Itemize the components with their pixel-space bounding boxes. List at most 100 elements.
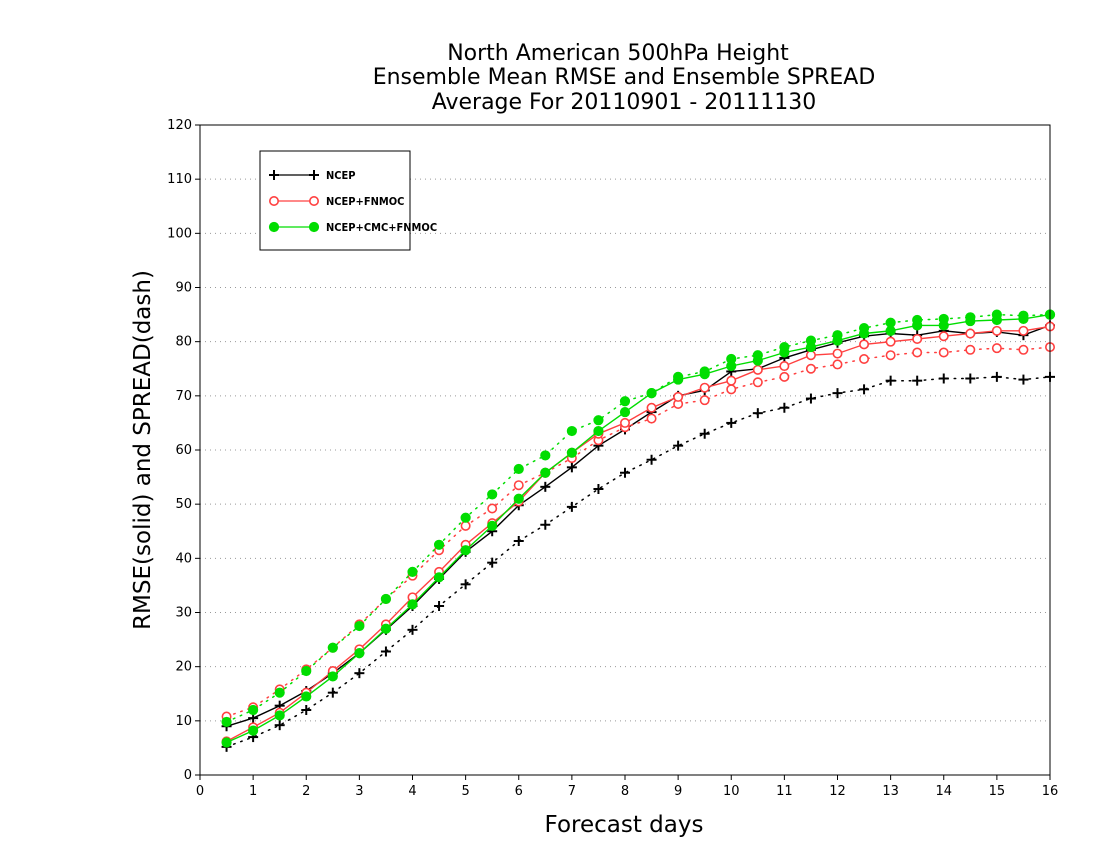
chart-title-line-1: North American 500hPa Height — [447, 41, 789, 66]
legend-label-ncep: NCEP — [326, 169, 356, 182]
point-ncep-spread-2 — [274, 720, 285, 731]
legend-item-ncep: NCEP — [269, 169, 356, 182]
point-ncep-fnmoc-rmse-17 — [673, 391, 684, 402]
point-ncep-cmc-fnmoc-spread-3 — [301, 665, 312, 677]
point-ncep-fnmoc-spread-11 — [513, 480, 524, 491]
point-ncep-fnmoc-spread-19 — [726, 384, 737, 395]
y-tick-label-60: 60 — [175, 443, 192, 458]
point-ncep-cmc-fnmoc-spread-9 — [460, 512, 471, 523]
x-tick-label-12: 12 — [829, 784, 846, 799]
x-tick-label-13: 13 — [882, 784, 899, 799]
point-ncep-spread-13 — [566, 501, 577, 512]
point-ncep-spread-26 — [912, 375, 923, 386]
point-ncep-spread-11 — [513, 536, 524, 546]
point-ncep-cmc-fnmoc-rmse-2 — [274, 710, 285, 721]
point-ncep-fnmoc-rmse-20 — [752, 364, 763, 375]
chart-title-line-2: Ensemble Mean RMSE and Ensemble SPREAD — [373, 65, 876, 90]
legend-marker-left-ncep-cmc-fnmoc — [268, 221, 280, 233]
y-axis-label: RMSE(solid) and SPREAD(dash) — [130, 270, 156, 630]
point-ncep-cmc-fnmoc-rmse-7 — [407, 599, 418, 610]
legend-label-ncep-fnmoc: NCEP+FNMOC — [326, 195, 404, 208]
point-ncep-fnmoc-rmse-27 — [938, 331, 949, 342]
point-ncep-fnmoc-rmse-18 — [699, 382, 710, 393]
point-ncep-fnmoc-spread-16 — [646, 413, 657, 424]
legend-marker-left-ncep — [269, 170, 279, 180]
y-tick-label-10: 10 — [175, 714, 192, 729]
x-tick-label-14: 14 — [935, 784, 952, 799]
y-tick-label-20: 20 — [175, 660, 192, 675]
point-ncep-spread-19 — [726, 417, 737, 428]
point-ncep-cmc-fnmoc-spread-14 — [593, 415, 604, 426]
plot-series — [221, 309, 1056, 752]
point-ncep-cmc-fnmoc-spread-0 — [221, 716, 232, 728]
point-ncep-spread-8 — [434, 601, 445, 611]
y-tick-label-40: 40 — [175, 551, 192, 566]
point-ncep-fnmoc-spread-10 — [487, 503, 498, 514]
point-ncep-cmc-fnmoc-rmse-24 — [858, 328, 870, 339]
point-ncep-fnmoc-rmse-25 — [885, 336, 896, 347]
point-ncep-fnmoc-rmse-28 — [965, 328, 976, 339]
y-tick-label-120: 120 — [167, 118, 192, 133]
legend-marker-ncep-cmc-fnmoc — [268, 221, 320, 233]
point-ncep-spread-9 — [460, 579, 471, 590]
legend-marker-right-ncep — [309, 170, 319, 180]
point-ncep-fnmoc-spread-29 — [991, 343, 1002, 354]
legend-item-ncep-fnmoc: NCEP+FNMOC — [268, 195, 404, 208]
grid-lines — [200, 178, 1050, 722]
point-ncep-fnmoc-spread-23 — [832, 359, 843, 370]
point-ncep-spread-27 — [938, 373, 949, 384]
point-ncep-cmc-fnmoc-rmse-1 — [248, 725, 259, 736]
point-ncep-cmc-fnmoc-rmse-23 — [832, 335, 843, 346]
point-ncep-spread-12 — [540, 519, 551, 530]
legend-marker-right-ncep-cmc-fnmoc — [308, 221, 320, 233]
point-ncep-rmse-13 — [566, 462, 577, 473]
point-ncep-spread-5 — [354, 668, 365, 679]
y-tick-label-70: 70 — [175, 389, 192, 404]
point-ncep-cmc-fnmoc-rmse-9 — [460, 545, 471, 556]
point-ncep-cmc-fnmoc-rmse-19 — [726, 360, 737, 372]
legend: NCEP NCEP+FNMOC NCEP+CMC+FNMOC — [259, 150, 437, 251]
point-ncep-fnmoc-spread-25 — [885, 350, 896, 361]
series-ncep-cmc-fnmoc — [221, 309, 1056, 748]
x-tick-label-0: 0 — [196, 784, 204, 799]
point-ncep-spread-24 — [859, 384, 870, 395]
point-ncep-cmc-fnmoc-rmse-8 — [433, 572, 445, 583]
point-ncep-cmc-fnmoc-spread-6 — [380, 593, 392, 605]
point-ncep-cmc-fnmoc-rmse-21 — [779, 347, 790, 358]
x-tick-label-3: 3 — [355, 784, 363, 799]
point-ncep-cmc-fnmoc-rmse-20 — [752, 355, 763, 366]
x-tick-label-4: 4 — [408, 784, 416, 799]
point-ncep-cmc-fnmoc-spread-10 — [487, 489, 498, 500]
point-ncep-cmc-fnmoc-rmse-16 — [646, 388, 657, 399]
point-ncep-cmc-fnmoc-rmse-3 — [301, 691, 312, 702]
y-tick-label-50: 50 — [175, 497, 192, 512]
legend-marker-ncep-fnmoc — [268, 196, 319, 207]
point-ncep-spread-10 — [487, 557, 498, 568]
point-ncep-spread-15 — [620, 467, 630, 478]
point-ncep-fnmoc-rmse-30 — [1018, 325, 1029, 336]
point-ncep-spread-4 — [327, 687, 338, 698]
legend-marker-right-ncep-fnmoc — [308, 196, 319, 207]
point-ncep-fnmoc-rmse-21 — [779, 361, 790, 372]
point-ncep-fnmoc-spread-27 — [938, 347, 949, 358]
legend-marker-ncep — [269, 170, 319, 180]
point-ncep-spread-7 — [407, 624, 418, 635]
point-ncep-fnmoc-rmse-23 — [832, 348, 843, 359]
point-ncep-cmc-fnmoc-rmse-6 — [380, 623, 392, 634]
point-ncep-cmc-fnmoc-spread-1 — [248, 704, 259, 716]
point-ncep-cmc-fnmoc-rmse-0 — [221, 737, 232, 748]
y-tick-label-110: 110 — [167, 172, 192, 187]
x-tick-label-16: 16 — [1042, 784, 1059, 799]
point-ncep-cmc-fnmoc-spread-4 — [327, 642, 338, 653]
point-ncep-spread-14 — [593, 484, 604, 494]
x-tick-label-7: 7 — [568, 784, 576, 799]
series-line-ncep-cmc-fnmoc-rmse — [226, 313, 1051, 744]
point-ncep-cmc-fnmoc-rmse-4 — [327, 671, 338, 682]
point-ncep-cmc-fnmoc-rmse-25 — [885, 325, 896, 336]
point-ncep-cmc-fnmoc-spread-2 — [274, 687, 285, 698]
x-axis-ticks: 0 1 2 3 4 5 6 7 8 9 10 11 12 13 14 15 16 — [196, 775, 1058, 799]
point-ncep-cmc-fnmoc-spread-15 — [619, 396, 631, 407]
point-ncep-spread-6 — [380, 646, 391, 657]
point-ncep-spread-18 — [699, 428, 710, 439]
